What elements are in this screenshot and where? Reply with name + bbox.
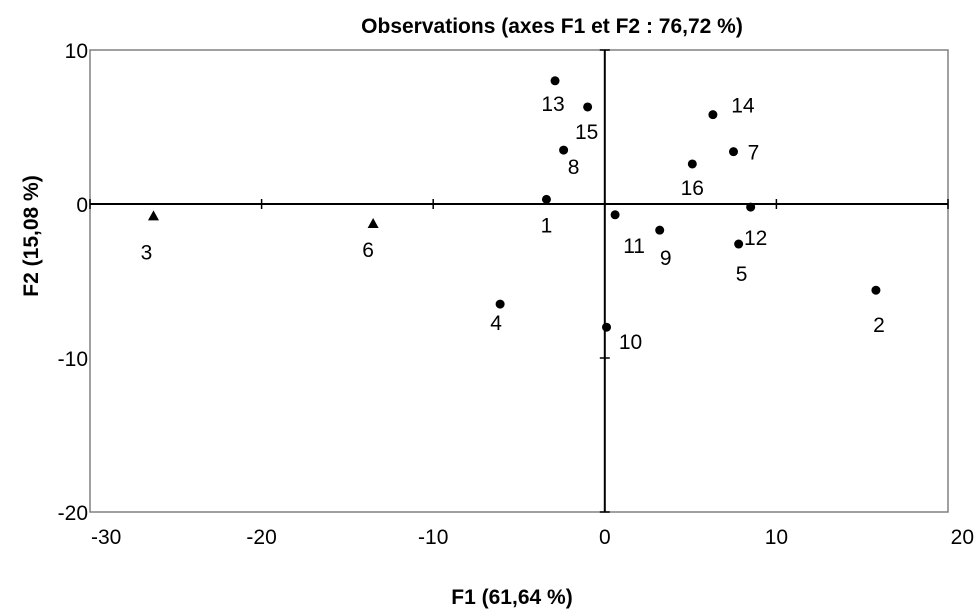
point-label: 14 <box>731 95 755 118</box>
point-marker <box>559 145 569 155</box>
point-marker <box>541 194 551 204</box>
x-tick-label: 20 <box>951 526 974 549</box>
point-label: 15 <box>575 121 598 144</box>
point-label: 16 <box>681 177 704 200</box>
point-label: 13 <box>541 93 564 116</box>
y-tick-label: -10 <box>58 348 88 371</box>
point-label: 12 <box>744 227 767 250</box>
point-label: 10 <box>619 331 642 354</box>
x-tick-label: -10 <box>418 526 448 549</box>
zero-lines <box>90 50 948 512</box>
plot-area-frame <box>89 49 949 513</box>
x-axis-ticks: -30 -20 -10 0 10 20 <box>89 199 974 549</box>
point-label: 6 <box>362 239 374 262</box>
point-marker-triangle <box>367 218 379 229</box>
x-tick-label: 10 <box>765 526 788 549</box>
point-label: 5 <box>736 263 748 286</box>
point-label: 2 <box>873 314 885 337</box>
y-tick-label: -20 <box>58 502 88 525</box>
y-axis-ticks: 10 0 -10 -20 <box>58 40 610 525</box>
point-label: 4 <box>490 312 502 335</box>
point-label: 9 <box>660 247 672 270</box>
point-marker <box>734 239 744 249</box>
point-marker <box>610 210 620 220</box>
chart-title: Observations (axes F1 et F2 : 76,72 %) <box>361 15 743 38</box>
point-marker <box>550 76 560 86</box>
point-marker <box>495 299 505 309</box>
point-marker <box>655 225 665 235</box>
point-marker-triangle <box>147 210 159 221</box>
y-axis-title: F2 (15,08 %) <box>20 175 43 296</box>
point-label: 11 <box>623 235 645 258</box>
point-label: 8 <box>568 156 580 179</box>
point-marker <box>729 147 738 157</box>
x-tick-label: -30 <box>91 526 121 549</box>
point-marker <box>708 110 718 120</box>
point-marker <box>583 102 593 112</box>
y-tick-label: 0 <box>76 194 88 217</box>
point-label: 3 <box>141 241 153 264</box>
x-tick-label: -20 <box>246 526 276 549</box>
y-tick-label: 10 <box>65 40 88 63</box>
x-axis-title: F1 (61,64 %) <box>451 586 572 609</box>
x-tick-label: 0 <box>599 526 611 549</box>
point-label: 1 <box>541 214 553 237</box>
point-label: 7 <box>748 142 760 165</box>
point-marker <box>687 159 697 169</box>
point-marker <box>602 322 612 332</box>
point-marker <box>871 285 881 295</box>
point-marker <box>746 202 756 212</box>
